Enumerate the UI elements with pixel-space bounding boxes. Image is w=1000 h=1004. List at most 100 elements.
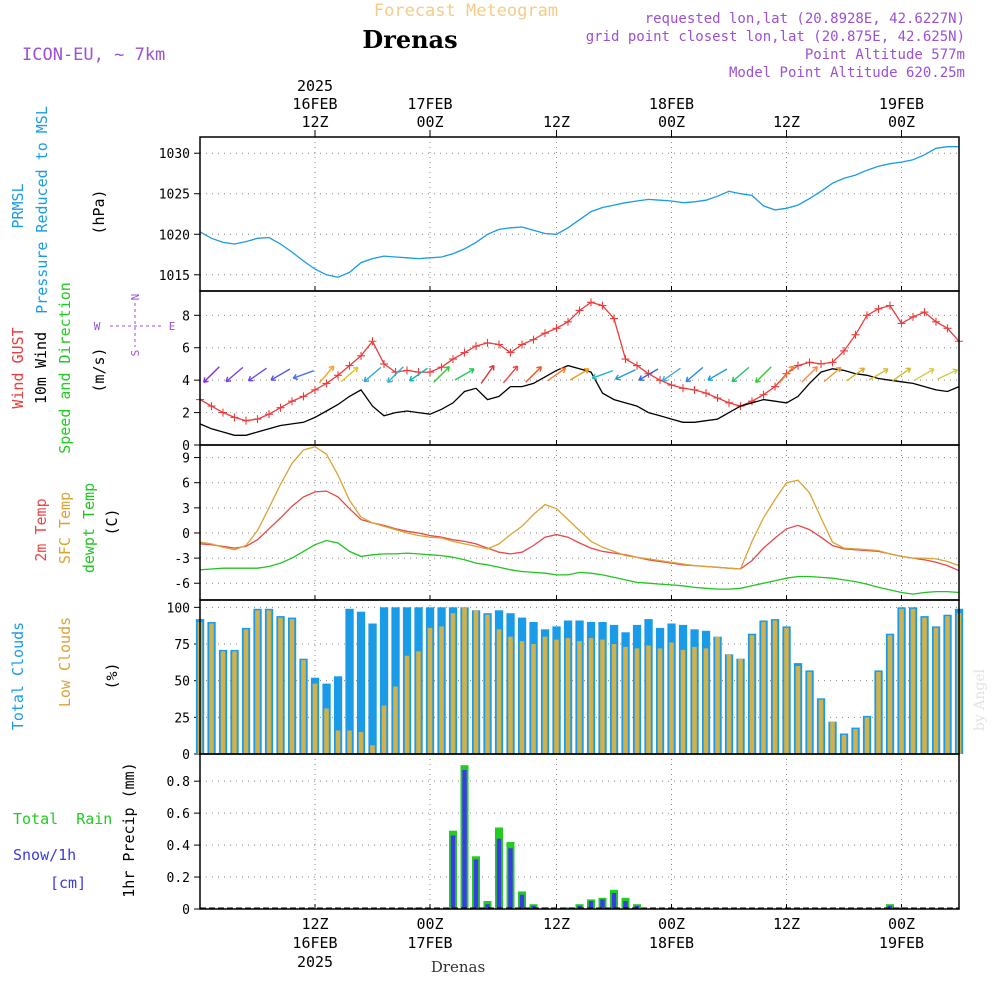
wind-direction-arrow <box>340 366 359 383</box>
low-clouds-bar <box>577 641 582 754</box>
gust-marker <box>633 361 641 370</box>
gust-marker <box>748 397 756 406</box>
low-clouds-bar <box>220 651 226 754</box>
wind-direction-arrow <box>363 366 382 383</box>
bottom-time-label: 2025 <box>297 953 333 971</box>
low-clouds-bar <box>243 629 249 754</box>
low-clouds-bar <box>784 627 789 754</box>
low-clouds-bar <box>404 655 410 754</box>
low-clouds-bar <box>393 686 398 754</box>
gust-marker <box>219 408 227 417</box>
panel-pressure: 1015 1020 1025 1030 <box>159 136 960 292</box>
low-clouds-bar <box>772 620 778 754</box>
snow-bar <box>634 905 640 909</box>
low-clouds-bar <box>749 635 755 754</box>
clouds-ytick-label: 0 <box>182 748 190 763</box>
wind-direction-arrow <box>547 367 567 382</box>
direction-legend-west: W <box>94 320 101 333</box>
wind-ytick-label: 8 <box>182 309 190 324</box>
top-time-label: 17FEB <box>407 95 452 113</box>
clouds-label-total: Total Clouds <box>9 622 27 730</box>
pressure-ytick-label: 1030 <box>159 147 190 162</box>
gust-marker <box>230 413 239 422</box>
precip-ytick-label: 0.4 <box>167 839 191 854</box>
snow-bar <box>887 905 893 909</box>
temperature-ytick-label: -6 <box>174 577 190 592</box>
precip-ytick-label: 0.2 <box>167 871 190 886</box>
wind-unit: (m/s) <box>90 347 108 392</box>
wind-direction-arrow <box>225 366 244 383</box>
precip-label-rain: Total Rain <box>13 810 112 828</box>
gust-marker <box>472 342 480 351</box>
low-clouds-bar <box>232 651 237 754</box>
precip-frame <box>199 753 960 910</box>
snow-bar <box>462 770 467 909</box>
gust-marker <box>897 319 906 328</box>
low-clouds-bar <box>462 607 467 754</box>
total-clouds-bar <box>379 607 389 754</box>
snow-bar <box>496 838 502 909</box>
wind-direction-arrow <box>638 368 659 381</box>
direction-legend: N S W E <box>94 294 176 357</box>
snow-bar <box>473 859 479 909</box>
wind-ytick-label: 6 <box>182 342 190 357</box>
low-clouds-bar <box>531 644 536 754</box>
temperature-series-sfc-temp <box>199 445 960 570</box>
snow-bar <box>508 848 513 909</box>
gust-marker <box>575 306 584 315</box>
wind-direction-arrow <box>755 366 772 383</box>
temperature-ytick-label: -3 <box>174 552 190 567</box>
wind-direction-arrow <box>801 366 818 383</box>
wind-direction-arrow <box>846 367 866 382</box>
gust-marker <box>242 416 250 425</box>
gust-marker <box>288 397 296 406</box>
pressure-ytick-label: 1020 <box>159 228 190 243</box>
direction-legend-east: E <box>169 320 176 333</box>
temp-label-2m: 2m Temp <box>32 498 50 561</box>
low-clouds-bar <box>933 627 939 754</box>
low-clouds-bar <box>439 626 444 754</box>
model-label: ICON-EU, ~ 7km <box>22 45 165 65</box>
low-clouds-bar <box>370 745 375 754</box>
total-clouds-bar <box>391 607 400 754</box>
gust-marker <box>920 308 929 317</box>
low-clouds-bar <box>496 629 502 754</box>
gust-marker <box>932 317 940 326</box>
precip-ytick-label: 0.8 <box>167 775 190 790</box>
wind-ytick-label: 2 <box>182 407 190 422</box>
low-clouds-bar <box>830 721 835 754</box>
gust-marker <box>322 379 331 388</box>
low-clouds-bar <box>795 666 801 754</box>
clouds-ytick-label: 25 <box>174 711 190 726</box>
pressure-ytick-label: 1015 <box>159 269 190 284</box>
gust-marker <box>794 361 802 370</box>
low-clouds-bar <box>554 639 559 754</box>
gust-marker <box>886 301 894 310</box>
total-clouds-bar <box>368 623 377 754</box>
wind-direction-arrow <box>591 370 614 380</box>
low-clouds-bar <box>289 619 295 754</box>
wind-direction-arrow <box>707 368 728 381</box>
wind-direction-arrow <box>914 368 935 381</box>
gust-marker <box>805 358 814 367</box>
wind-direction-arrow <box>823 366 842 383</box>
wind-direction-arrow <box>247 367 267 382</box>
gust-marker <box>541 329 549 338</box>
gust-marker <box>610 314 618 323</box>
low-clouds-bar <box>312 683 318 754</box>
wind-direction-arrow <box>480 364 495 384</box>
wind-direction-arrow <box>502 365 519 384</box>
gust-marker <box>840 346 848 355</box>
precip-label-snow: Snow/1h <box>13 846 76 864</box>
wind-direction-arrow <box>731 366 750 383</box>
panel-precip: 0 0.2 0.4 0.6 0.8 <box>167 753 960 918</box>
wind-label-10m: 10m Wind <box>32 332 50 404</box>
panel-temperature: -6 -3 0 3 6 9 <box>174 444 960 601</box>
low-clouds-bar <box>841 734 847 754</box>
low-clouds-bar <box>301 660 306 754</box>
wind-direction-arrow <box>408 367 428 382</box>
wind-direction-arrow <box>614 369 636 381</box>
low-clouds-bar <box>887 635 893 754</box>
